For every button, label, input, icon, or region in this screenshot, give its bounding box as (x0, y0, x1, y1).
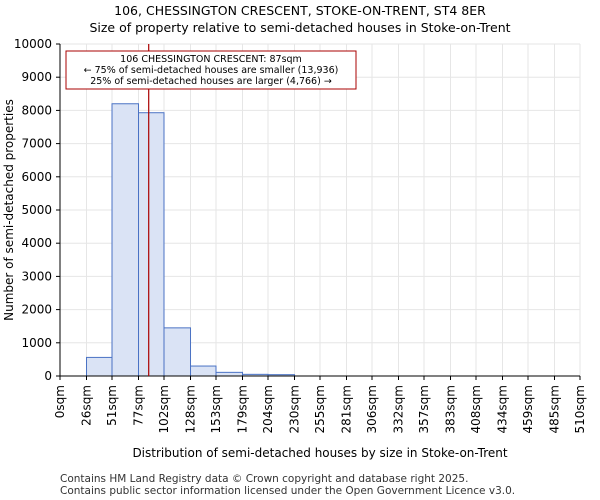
histogram-chart: 0 1000 2000 3000 4000 5000 6000 7000 8000 9000 100… (2, 37, 587, 460)
histogram-bar (190, 365, 217, 377)
y-tick-label: 6000 (21, 170, 52, 184)
x-tick-label: 153sqm (209, 385, 223, 433)
x-tick-label: 434sqm (496, 385, 510, 433)
x-tick-label: 230sqm (288, 385, 302, 433)
y-tick-label: 0 (44, 369, 52, 383)
annotation-line-1: 106 CHESSINGTON CRESCENT: 87sqm (120, 54, 302, 65)
histogram-bar (86, 356, 113, 377)
x-tick-label: 408sqm (469, 385, 483, 433)
histogram-bar (163, 327, 192, 377)
y-tick-label: 4000 (21, 236, 52, 250)
y-tick-label: 3000 (21, 269, 52, 283)
x-tick-label: 26sqm (80, 385, 94, 426)
x-axis-label: Distribution of semi-detached houses by … (132, 446, 507, 460)
y-axis-label: Number of semi-detached properties (2, 99, 16, 321)
histogram-bar (138, 112, 165, 377)
x-tick-label: 357sqm (417, 385, 431, 433)
x-tick-label: 332sqm (392, 385, 406, 433)
x-tick-label: 255sqm (313, 385, 327, 433)
annotation-line-2: ← 75% of semi-detached houses are smalle… (84, 65, 339, 76)
y-tick-label: 10000 (14, 37, 52, 51)
y-tick-label: 5000 (21, 203, 52, 217)
x-tick-label: 485sqm (548, 385, 562, 433)
footer-licence: Contains public sector information licen… (60, 485, 516, 497)
x-tick-label: 306sqm (365, 385, 379, 433)
y-tick-label: 9000 (21, 70, 52, 84)
x-tick-label: 281sqm (340, 385, 354, 433)
chart-title-address: 106, CHESSINGTON CRESCENT, STOKE-ON-TREN… (114, 3, 486, 18)
y-tick-label: 2000 (21, 303, 52, 317)
histogram-bar (111, 103, 140, 377)
x-tick-label: 179sqm (236, 385, 250, 433)
y-tick-label: 8000 (21, 103, 52, 117)
x-tick-label: 77sqm (132, 385, 146, 426)
y-tick-label: 1000 (21, 336, 52, 350)
annotation-box (65, 50, 357, 90)
chart-subtitle: Size of property relative to semi-detach… (89, 20, 511, 35)
x-tick-label: 0sqm (53, 385, 67, 418)
x-tick-label: 128sqm (184, 385, 198, 433)
x-tick-label: 102sqm (157, 385, 171, 433)
x-tick-label: 204sqm (261, 385, 275, 433)
histogram-bar (215, 371, 244, 377)
footer-copyright: Contains HM Land Registry data © Crown c… (60, 473, 469, 485)
annotation-line-3: 25% of semi-detached houses are larger (… (90, 76, 332, 87)
x-tick-label: 383sqm (444, 385, 458, 433)
x-tick-label: 510sqm (573, 385, 587, 433)
x-tick-label: 51sqm (105, 385, 119, 426)
x-tick-label: 459sqm (521, 385, 535, 433)
y-tick-label: 7000 (21, 137, 52, 151)
